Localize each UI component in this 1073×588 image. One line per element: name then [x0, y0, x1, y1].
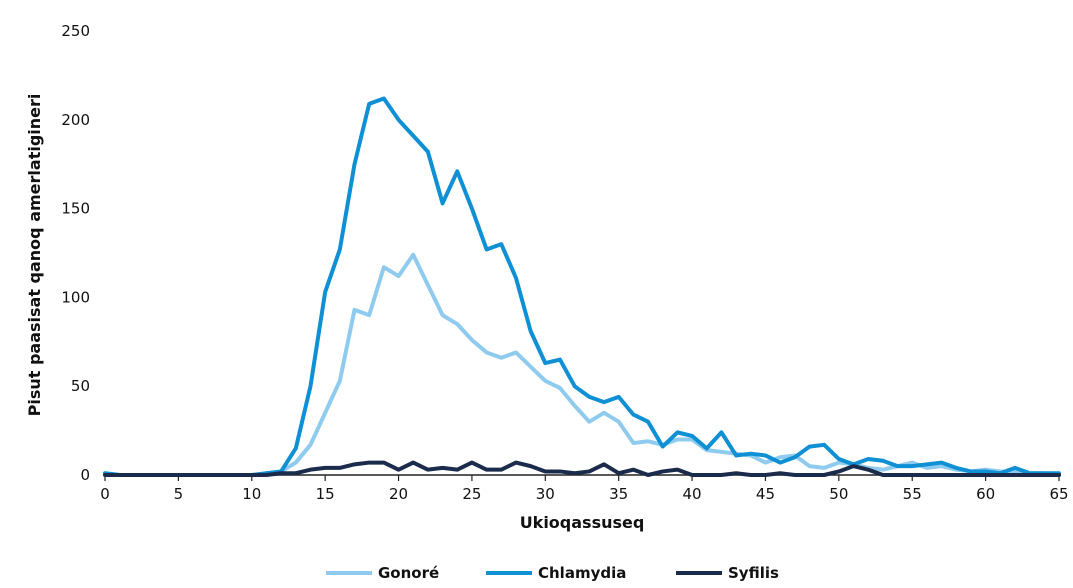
x-tick-label: 20: [389, 485, 408, 503]
x-tick-label: 65: [1049, 485, 1068, 503]
y-tick-label: 250: [61, 22, 90, 40]
x-tick-label: 55: [903, 485, 922, 503]
x-tick-label: 60: [976, 485, 995, 503]
legend: Gonoré Chlamydia Syfilis: [326, 564, 779, 582]
x-tick-label: 40: [683, 485, 702, 503]
legend-label: Chlamydia: [538, 564, 626, 582]
x-tick-label: 30: [536, 485, 555, 503]
legend-label: Syfilis: [728, 564, 779, 582]
series-layer: [103, 96, 1061, 477]
y-tick-label: 100: [61, 288, 90, 306]
x-axis-title: Ukioqassuseq: [520, 513, 645, 532]
y-tick-label: 0: [80, 466, 90, 484]
x-tick-label: 10: [242, 485, 261, 503]
x-tick-label: 15: [316, 485, 335, 503]
x-tick-label: 25: [462, 485, 481, 503]
x-tick-label: 0: [100, 485, 110, 503]
x-tick-label: 5: [174, 485, 184, 503]
y-axis-title: Pisut paasisat qanoq amerlatigineri: [25, 94, 44, 417]
series-line-gonor-: [103, 252, 1061, 477]
x-axis: 0 5 10 15 20 25 30 35 40 45 50 55 60 65: [100, 474, 1069, 503]
y-tick-label: 150: [61, 200, 90, 218]
x-tick-label: 45: [756, 485, 775, 503]
y-axis-ticks: 0 50 100 150 200 250: [61, 22, 90, 484]
series-line-chlamydia: [103, 96, 1061, 477]
series-line-syfilis: [103, 460, 1061, 477]
y-tick-label: 50: [71, 377, 90, 395]
x-tick-label: 50: [829, 485, 848, 503]
y-tick-label: 200: [61, 111, 90, 129]
x-tick-label: 35: [609, 485, 628, 503]
legend-label: Gonoré: [378, 564, 439, 582]
